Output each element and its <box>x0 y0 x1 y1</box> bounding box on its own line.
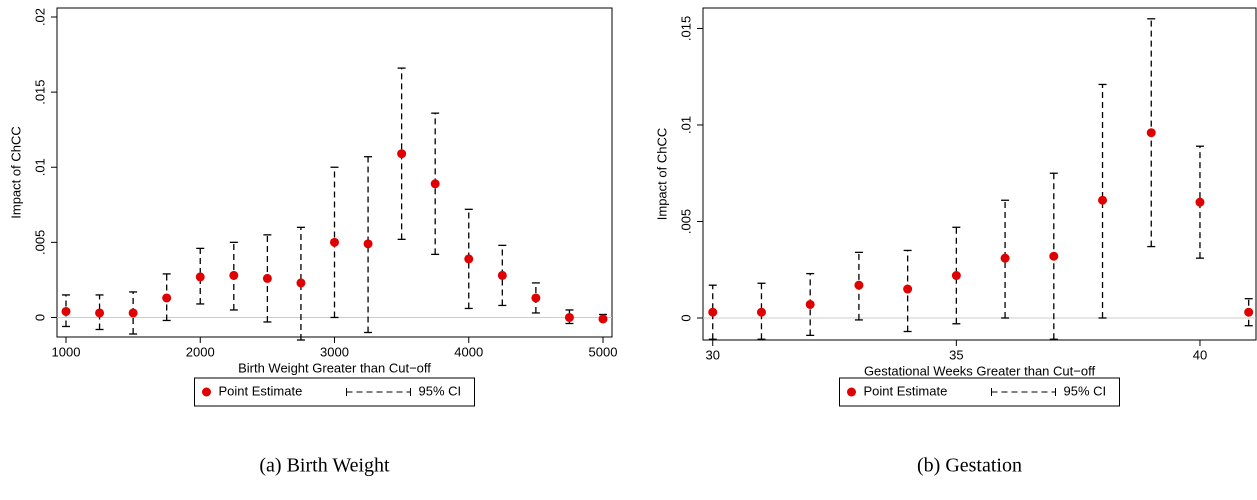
point <box>229 270 239 280</box>
y-tick-label: .015 <box>678 16 693 41</box>
legend-marker <box>847 387 856 397</box>
point <box>61 306 71 316</box>
point <box>756 307 766 317</box>
legend-label: 95% CI <box>1064 383 1107 398</box>
x-tick-label: 30 <box>706 347 720 362</box>
y-tick-label: .01 <box>678 116 693 134</box>
y-tick-label: 0 <box>32 314 47 321</box>
point <box>903 284 913 294</box>
point <box>330 237 339 247</box>
point <box>531 293 541 303</box>
point <box>1000 253 1010 263</box>
x-tick-label: 2000 <box>186 344 215 359</box>
point <box>95 308 105 318</box>
point <box>951 271 961 281</box>
x-tick-label: 5000 <box>589 344 618 359</box>
point <box>854 280 864 290</box>
plot-frame <box>702 7 1257 341</box>
point <box>397 149 407 159</box>
y-tick-label: 0 <box>678 314 693 321</box>
legend-label: Point Estimate <box>864 383 948 398</box>
point <box>598 314 608 324</box>
point <box>497 270 507 280</box>
y-tick-label: .015 <box>32 79 47 104</box>
point <box>296 278 306 288</box>
x-tick-label: 40 <box>1193 347 1207 362</box>
point <box>430 179 440 189</box>
x-axis-title: Birth Weight Greater than Cut−off <box>238 360 431 375</box>
legend-box <box>194 377 475 407</box>
legend-box <box>839 377 1120 407</box>
point <box>1098 195 1108 205</box>
y-axis-title: Impact of ChCC <box>8 126 23 218</box>
legend-label: Point Estimate <box>219 383 303 398</box>
caption: (b) Gestation <box>917 455 1022 477</box>
x-axis-title: Gestational Weeks Greater than Cut−off <box>864 363 1096 378</box>
caption: (a) Birth Weight <box>259 455 390 477</box>
point <box>1244 307 1254 317</box>
point <box>195 272 205 282</box>
legend-label: 95% CI <box>419 383 462 398</box>
y-tick-label: .01 <box>32 158 47 176</box>
y-tick-label: .005 <box>32 230 47 255</box>
point <box>128 308 138 318</box>
y-tick-label: .005 <box>678 209 693 234</box>
point <box>1049 251 1059 261</box>
point <box>1146 128 1156 138</box>
point <box>162 293 172 303</box>
point <box>564 312 574 322</box>
point <box>1195 197 1205 207</box>
point <box>805 299 815 309</box>
legend-marker <box>202 387 211 397</box>
point <box>708 307 718 317</box>
point <box>464 254 474 264</box>
x-tick-label: 4000 <box>454 344 483 359</box>
point <box>262 273 272 283</box>
x-tick-label: 35 <box>949 347 963 362</box>
point <box>363 239 373 249</box>
x-tick-label: 3000 <box>320 344 349 359</box>
y-tick-label: .02 <box>32 8 47 26</box>
y-axis-title: Impact of ChCC <box>654 128 669 220</box>
x-tick-label: 1000 <box>52 344 81 359</box>
